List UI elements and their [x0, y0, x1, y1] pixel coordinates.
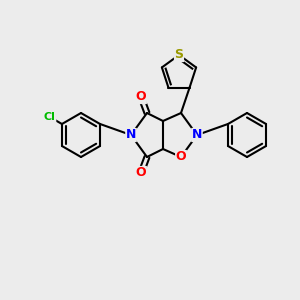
Text: O: O — [176, 151, 186, 164]
Text: O: O — [136, 167, 146, 179]
Text: N: N — [126, 128, 136, 142]
Text: S: S — [175, 49, 184, 62]
Text: N: N — [192, 128, 202, 142]
Text: O: O — [136, 91, 146, 103]
Text: Cl: Cl — [44, 112, 56, 122]
